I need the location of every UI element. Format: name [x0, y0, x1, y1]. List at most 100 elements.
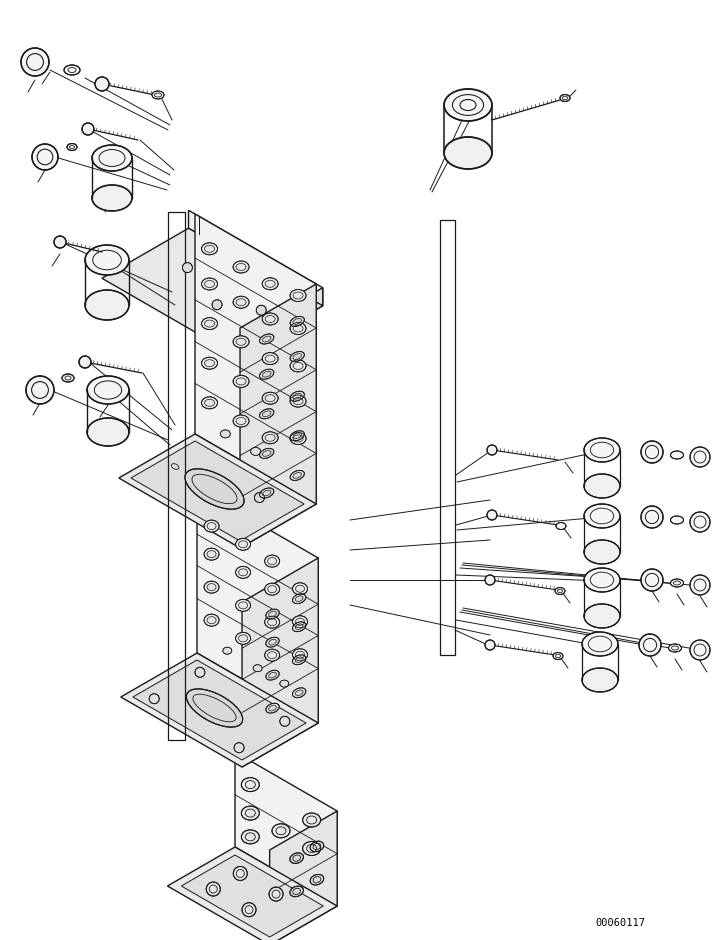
Ellipse shape — [233, 336, 249, 348]
Ellipse shape — [292, 594, 306, 603]
Polygon shape — [102, 228, 323, 355]
Ellipse shape — [290, 317, 304, 326]
Polygon shape — [131, 441, 304, 541]
Ellipse shape — [290, 395, 306, 407]
Circle shape — [32, 144, 58, 170]
Ellipse shape — [290, 886, 304, 897]
Ellipse shape — [204, 548, 219, 560]
Circle shape — [487, 510, 497, 520]
Ellipse shape — [293, 583, 308, 595]
Circle shape — [690, 447, 710, 467]
Ellipse shape — [221, 430, 231, 438]
Ellipse shape — [292, 688, 306, 697]
Ellipse shape — [241, 777, 259, 791]
Ellipse shape — [233, 375, 249, 387]
Circle shape — [485, 640, 495, 650]
Ellipse shape — [582, 668, 618, 692]
Ellipse shape — [584, 604, 620, 628]
Polygon shape — [242, 558, 318, 767]
Ellipse shape — [87, 376, 129, 404]
Ellipse shape — [292, 655, 306, 665]
Ellipse shape — [201, 278, 218, 290]
Ellipse shape — [241, 807, 259, 820]
Ellipse shape — [280, 681, 289, 687]
Ellipse shape — [290, 360, 306, 372]
Polygon shape — [121, 653, 318, 767]
Polygon shape — [240, 284, 316, 548]
Ellipse shape — [266, 670, 279, 680]
Circle shape — [690, 575, 710, 595]
Ellipse shape — [204, 614, 219, 626]
Circle shape — [269, 887, 283, 901]
Ellipse shape — [290, 290, 306, 302]
Ellipse shape — [262, 392, 279, 404]
Text: 00060117: 00060117 — [595, 918, 645, 928]
Ellipse shape — [201, 357, 218, 369]
Ellipse shape — [553, 652, 563, 660]
Circle shape — [256, 306, 266, 315]
Polygon shape — [133, 660, 306, 760]
Ellipse shape — [670, 516, 684, 524]
Ellipse shape — [186, 689, 243, 728]
Ellipse shape — [560, 95, 570, 102]
Circle shape — [641, 441, 663, 463]
Ellipse shape — [233, 296, 249, 308]
Circle shape — [21, 48, 49, 76]
Ellipse shape — [555, 588, 565, 594]
Ellipse shape — [265, 616, 280, 628]
Circle shape — [690, 640, 710, 660]
Ellipse shape — [290, 322, 306, 335]
Circle shape — [79, 356, 91, 368]
Circle shape — [690, 512, 710, 532]
Ellipse shape — [262, 431, 279, 444]
Ellipse shape — [92, 145, 132, 171]
Polygon shape — [119, 434, 316, 548]
Ellipse shape — [67, 144, 77, 150]
Ellipse shape — [201, 318, 218, 330]
Ellipse shape — [236, 633, 251, 644]
Circle shape — [254, 493, 264, 503]
Circle shape — [641, 506, 663, 528]
Ellipse shape — [92, 185, 132, 211]
Ellipse shape — [233, 261, 249, 273]
Ellipse shape — [584, 474, 620, 498]
Polygon shape — [270, 811, 337, 940]
Ellipse shape — [272, 823, 290, 838]
Ellipse shape — [85, 245, 129, 275]
Circle shape — [212, 300, 222, 310]
Circle shape — [641, 569, 663, 591]
Ellipse shape — [260, 409, 274, 419]
Ellipse shape — [253, 665, 262, 672]
Polygon shape — [168, 847, 337, 940]
Circle shape — [95, 77, 109, 91]
Polygon shape — [181, 855, 324, 937]
Ellipse shape — [584, 568, 620, 592]
Circle shape — [206, 882, 221, 896]
Ellipse shape — [262, 352, 279, 365]
Circle shape — [26, 376, 54, 404]
Circle shape — [639, 634, 661, 656]
Ellipse shape — [260, 488, 274, 498]
Ellipse shape — [265, 583, 280, 595]
Ellipse shape — [236, 539, 251, 550]
Ellipse shape — [204, 581, 219, 593]
Ellipse shape — [670, 579, 684, 587]
Ellipse shape — [266, 609, 279, 619]
Ellipse shape — [185, 469, 244, 509]
Ellipse shape — [223, 648, 232, 654]
Ellipse shape — [584, 504, 620, 528]
Ellipse shape — [64, 65, 80, 75]
Ellipse shape — [669, 644, 682, 652]
Ellipse shape — [260, 334, 274, 344]
Polygon shape — [197, 488, 318, 723]
Ellipse shape — [265, 556, 280, 567]
Ellipse shape — [310, 874, 324, 885]
Ellipse shape — [236, 600, 251, 611]
Circle shape — [485, 575, 495, 585]
Ellipse shape — [290, 391, 304, 401]
Ellipse shape — [152, 91, 164, 99]
Circle shape — [82, 123, 94, 135]
Ellipse shape — [85, 290, 129, 320]
Ellipse shape — [290, 470, 304, 480]
Ellipse shape — [582, 632, 618, 656]
